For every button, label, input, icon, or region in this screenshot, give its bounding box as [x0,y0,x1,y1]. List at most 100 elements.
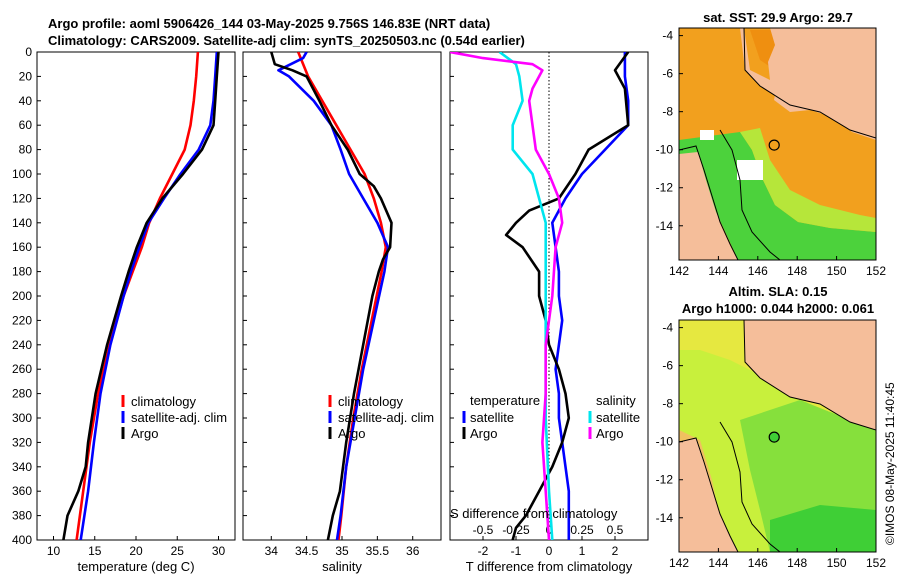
salinity-lines [270,52,393,540]
lat-tick-label: -4 [662,29,673,43]
depth-tick-label: 100 [12,167,32,181]
legend-label-argo: Argo [131,426,158,441]
depth-axis: 0 20 40 60 80 100 120 140 160 180 200 220 240 260 280 3… [12,45,41,547]
x-tick-label: 30 [212,544,226,558]
temperature-axes-box [36,51,236,541]
depth-tick-label: 60 [19,118,33,132]
series-line-s-satellite [498,52,554,540]
sst-argo-marker [768,139,780,151]
x-tick-label: 0 [546,544,553,558]
depth-tick-label: 200 [12,289,32,303]
x-tick-label: 36 [406,544,420,558]
legend-label-t-satellite: satellite [470,410,514,425]
series-line-argo [62,52,220,540]
sla-map-title: Altim. SLA: 0.15 [729,284,828,299]
s-diff-tick-label: 0.25 [570,523,594,537]
lon-tick-label: 148 [787,264,807,278]
imos-timestamp: ©IMOS 08-May-2025 11:40:45 [883,382,897,545]
depth-tick-label: 380 [12,509,32,523]
legend-label-s-argo: Argo [596,426,623,441]
legend-title-temperature: temperature [470,393,540,408]
sst-cloud-gap [700,130,714,140]
s-diff-tick-label: -0.5 [473,523,494,537]
lat-tick-label: -12 [656,181,674,195]
s-difference-label: S difference from climatology [450,506,618,521]
sla-map-axes: 142 144 146 148 150 152 -4 -6 -8 -10 -12 -14 [656,321,887,570]
sst-isobath [719,129,781,260]
series-line-satellite-adj-clim [79,52,219,540]
x-tick-label: 1 [579,544,586,558]
lat-tick-label: -10 [656,143,674,157]
lon-tick-label: 150 [827,556,847,570]
lat-tick-label: -8 [662,105,673,119]
depth-tick-label: 0 [25,45,32,59]
sst-green-gulf [679,132,876,260]
sst-map: sat. SST: 29.9 Argo: 29.7 142 144 146 148 15… [656,10,887,278]
figure-title-line2: Climatology: CARS2009. Satellite-adj cli… [48,33,525,48]
legend-label-t-argo: Argo [470,426,497,441]
legend-label-climatology: climatology [131,394,197,409]
temperature-legend: climatology satellite-adj. clim Argo [121,394,227,441]
lon-tick-label: 142 [669,264,689,278]
lon-tick-label: 142 [669,556,689,570]
temperature-x-label: temperature (deg C) [77,559,194,574]
depth-tick-label: 300 [12,411,32,425]
sst-lime-band [740,128,876,232]
sst-land-cape-york [679,146,738,260]
legend-label-climatology: climatology [338,394,404,409]
sst-map-frame [678,27,877,261]
lon-tick-label: 144 [708,556,728,570]
series-line-t-argo [504,52,630,540]
temperature-x-axis: 10 15 20 25 30 [47,536,226,558]
lon-tick-label: 146 [748,264,768,278]
depth-tick-label: 20 [19,69,33,83]
x-tick-label: 15 [88,544,102,558]
sla-strong-green [770,505,876,552]
x-tick-label: -1 [511,544,522,558]
x-tick-label: 20 [129,544,143,558]
depth-tick-label: 140 [12,216,32,230]
depth-tick-label: 400 [12,533,32,547]
lat-tick-label: -6 [662,359,673,373]
sst-coastline [679,145,739,260]
legend-label-s-satellite: satellite [596,410,640,425]
sst-cloud-gap [737,160,763,180]
salinity-panel: 34 34.5 35 35.5 36 salinity climatology sate… [242,51,442,574]
depth-tick-label: 360 [12,484,32,498]
lat-tick-label: -14 [656,511,674,525]
depth-tick-label: 40 [19,94,33,108]
sst-land-png-main [679,28,876,138]
depth-tick-label: 240 [12,338,32,352]
difference-panel: -2 -1 0 1 2 -0.5 -0.25 0 0.25 0.5 S difference f… [449,51,649,574]
depth-tick-label: 280 [12,387,32,401]
x-tick-label: 35.5 [366,544,390,558]
legend-title-salinity: salinity [596,393,636,408]
x-tick-label: 10 [47,544,61,558]
sst-map-title: sat. SST: 29.9 Argo: 29.7 [703,10,853,25]
lon-tick-label: 152 [866,556,886,570]
figure-title-line1: Argo profile: aoml 5906426_144 03-May-20… [48,16,490,31]
lat-tick-label: -12 [656,473,674,487]
depth-tick-label: 180 [12,265,32,279]
legend-label-satellite: satellite-adj. clim [338,410,434,425]
series-line-argo [270,52,393,540]
sla-map: Altim. SLA: 0.15 Argo h1000: 0.044 h2000… [656,284,887,570]
x-tick-label: 34.5 [295,544,319,558]
x-tick-label: 25 [171,544,185,558]
t-difference-label: T difference from climatology [466,559,633,574]
series-line-satellite-adj-clim [277,52,390,540]
legend-label-satellite: satellite-adj. clim [131,410,227,425]
temperature-panel: 0 20 40 60 80 100 120 140 160 180 200 220 240 260 280 3… [12,45,236,574]
x-tick-label: 35 [335,544,349,558]
depth-tick-label: 340 [12,460,32,474]
sla-map-subtitle: Argo h1000: 0.044 h2000: 0.061 [682,301,874,316]
sst-map-axes: 142 144 146 148 150 152 -4 -6 -8 -10 -12 -14 [656,29,887,278]
series-line-climatology [75,52,200,540]
lon-tick-label: 148 [787,556,807,570]
sla-coastline [743,320,876,431]
x-tick-label: -2 [478,544,489,558]
lat-tick-label: -6 [662,67,673,81]
lon-tick-label: 152 [866,264,886,278]
series-line-s-argo [450,52,564,540]
legend-label-argo: Argo [338,426,365,441]
